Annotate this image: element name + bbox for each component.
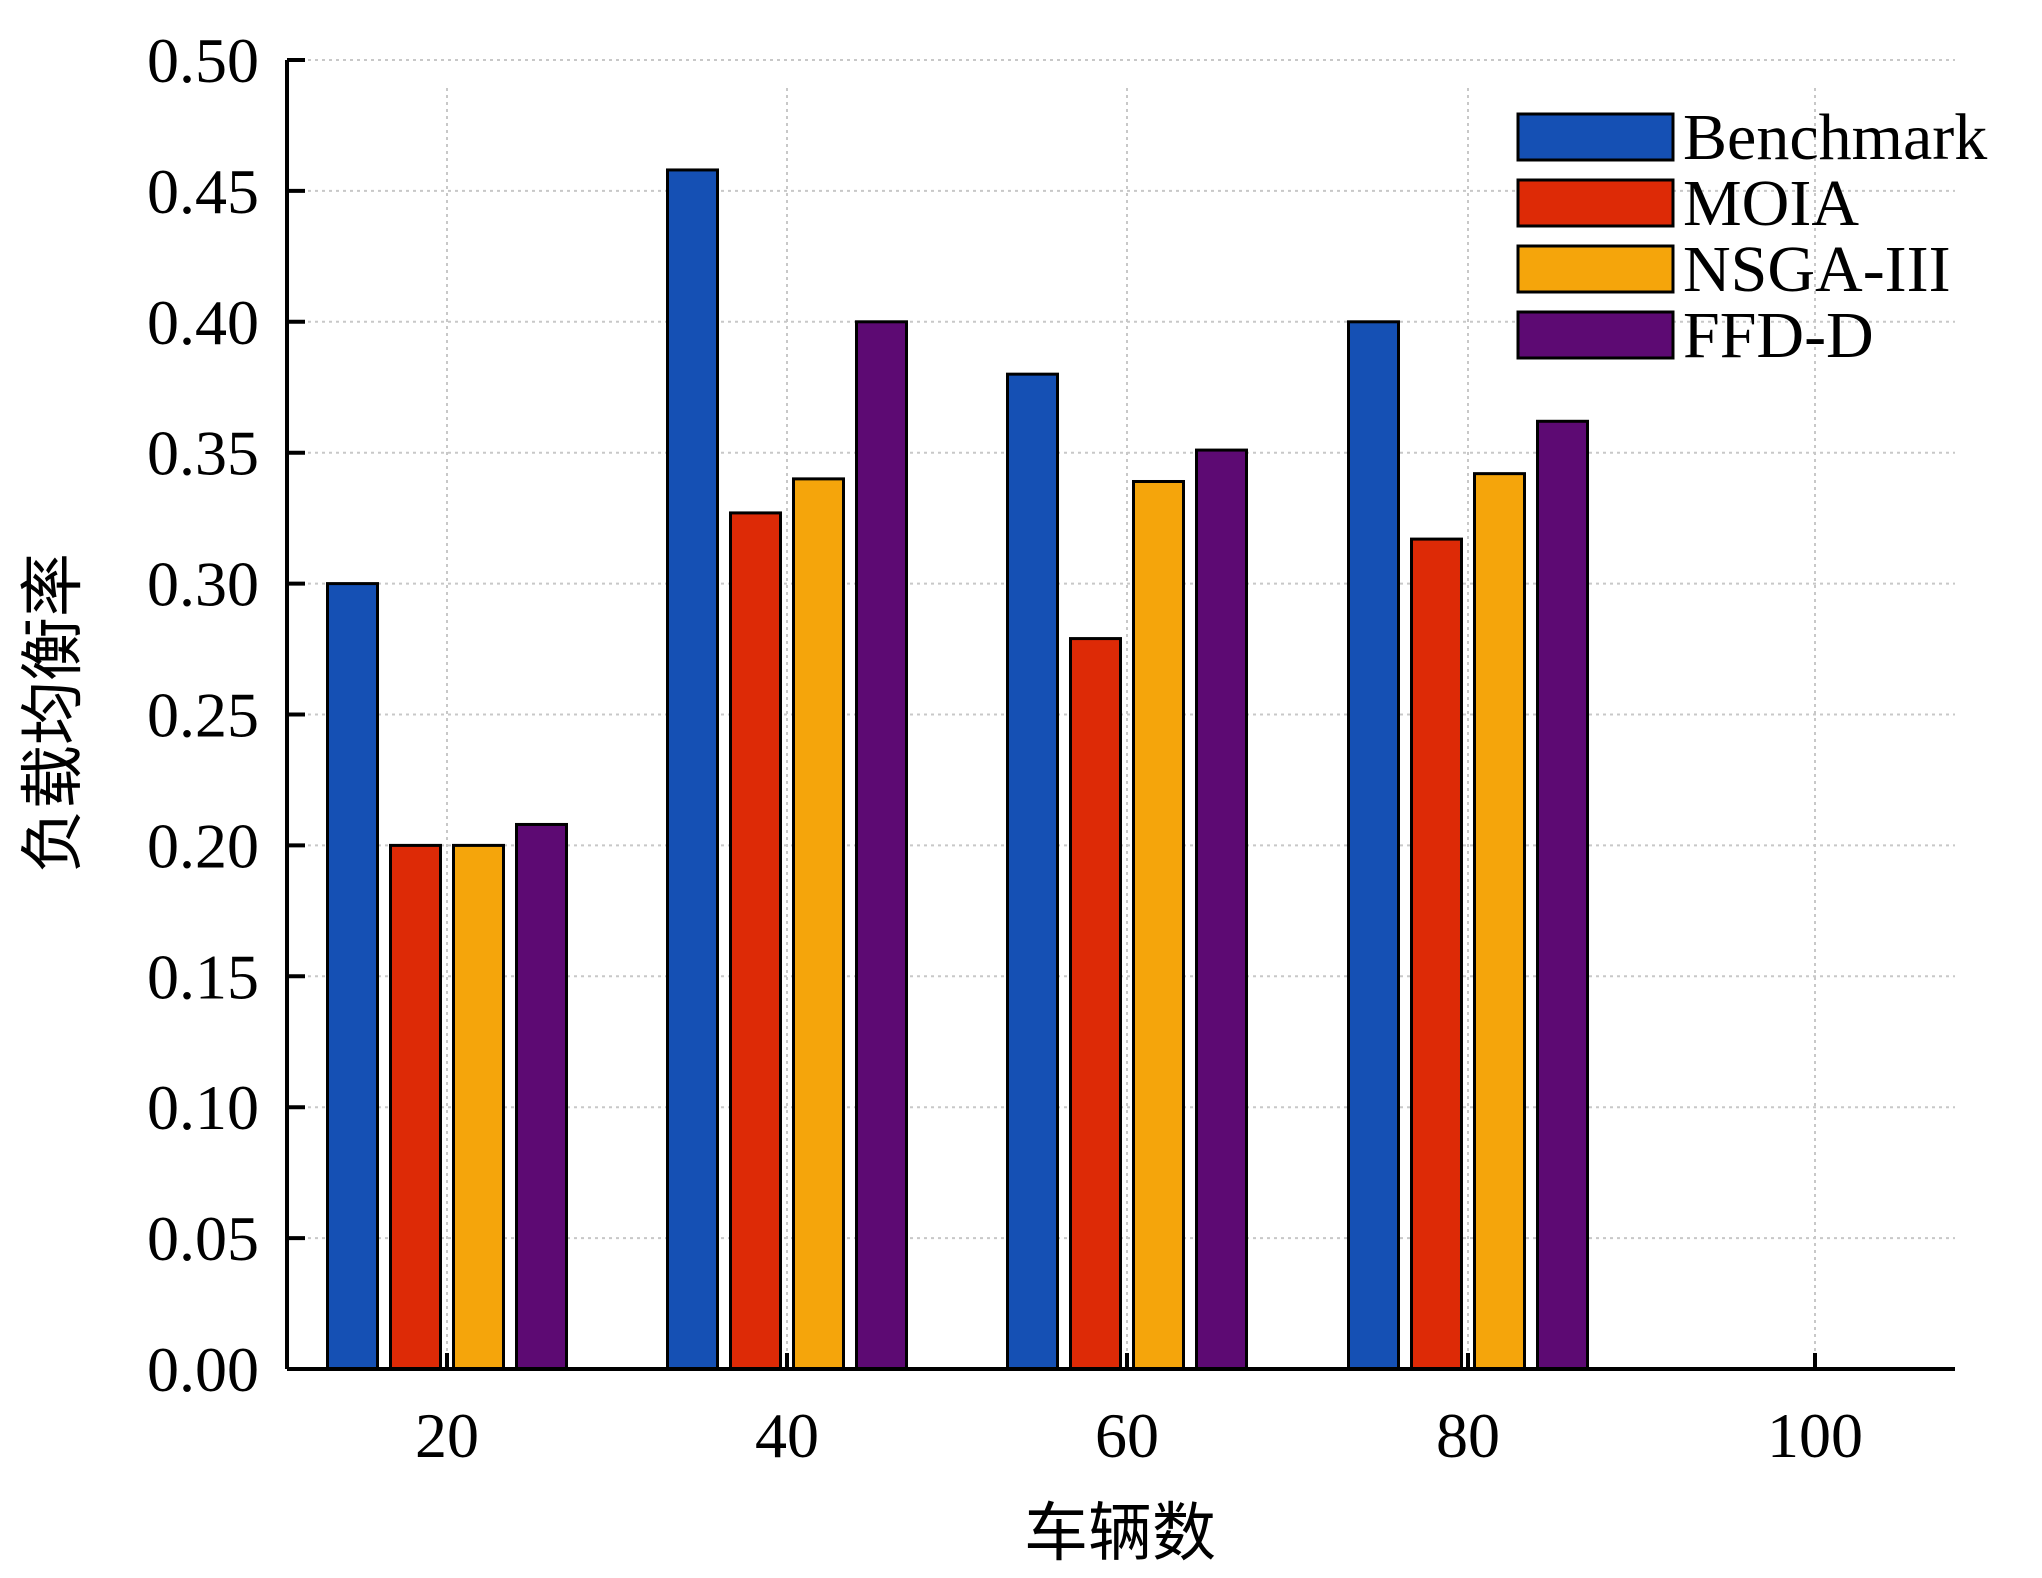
bar-benchmark-80 bbox=[1347, 320, 1400, 1371]
y-tick-label: 0.20 bbox=[147, 810, 259, 881]
y-tick-label: 0.40 bbox=[147, 287, 259, 358]
legend-swatch-moia bbox=[1516, 178, 1675, 228]
legend-label-ffd-d: FFD-D bbox=[1683, 299, 1874, 372]
bar-benchmark-60 bbox=[1006, 372, 1059, 1371]
legend-label-benchmark: Benchmark bbox=[1683, 101, 1987, 174]
bar-ffd-d-40 bbox=[855, 320, 908, 1371]
x-axis-label: 车辆数 bbox=[1024, 1497, 1216, 1571]
bars bbox=[326, 168, 1589, 1371]
y-tick-label: 0.05 bbox=[147, 1203, 259, 1274]
x-tick-labels: 20 40 60 80 100 bbox=[415, 1400, 1863, 1471]
legend-label-moia: MOIA bbox=[1683, 167, 1859, 240]
legend-label-nsga-iii: NSGA-III bbox=[1683, 233, 1951, 306]
bar-ffd-d-60 bbox=[1195, 448, 1248, 1371]
x-tick-label: 40 bbox=[755, 1400, 819, 1471]
bar-moia-40 bbox=[729, 511, 782, 1371]
bar-nsga-iii-20 bbox=[452, 843, 505, 1371]
x-tick-label: 100 bbox=[1767, 1400, 1863, 1471]
bar-nsga-iii-60 bbox=[1132, 479, 1185, 1371]
y-tick-label: 0.45 bbox=[147, 156, 259, 227]
y-axis-label: 负载均衡率 bbox=[17, 553, 91, 873]
bar-nsga-iii-80 bbox=[1473, 472, 1526, 1371]
legend-swatch-benchmark bbox=[1516, 112, 1675, 162]
bar-moia-80 bbox=[1410, 537, 1463, 1371]
y-tick-labels: 0.00 0.05 0.10 0.15 0.20 0.25 0.30 0.35 0.40 0.45… bbox=[147, 25, 259, 1405]
axes bbox=[285, 58, 1955, 1371]
x-tick-label: 20 bbox=[415, 1400, 479, 1471]
bar-ffd-d-80 bbox=[1536, 419, 1589, 1371]
bar-ffd-d-20 bbox=[515, 822, 568, 1371]
bar-benchmark-40 bbox=[666, 168, 719, 1371]
y-tick-label: 0.10 bbox=[147, 1072, 259, 1143]
y-tick-label: 0.00 bbox=[147, 1334, 259, 1405]
y-tick-label: 0.35 bbox=[147, 418, 259, 489]
y-tick-label: 0.30 bbox=[147, 549, 259, 620]
x-tick-label: 60 bbox=[1095, 1400, 1159, 1471]
legend-swatch-nsga-iii bbox=[1516, 244, 1675, 294]
bar-benchmark-20 bbox=[326, 582, 379, 1371]
y-tick-label: 0.25 bbox=[147, 680, 259, 751]
y-tick-label: 0.50 bbox=[147, 25, 259, 96]
bar-moia-60 bbox=[1069, 637, 1122, 1371]
y-tick-label: 0.15 bbox=[147, 941, 259, 1012]
bar-moia-20 bbox=[389, 843, 442, 1371]
x-tick-label: 80 bbox=[1436, 1400, 1500, 1471]
legend-swatch-ffd-d bbox=[1516, 310, 1675, 360]
bar-nsga-iii-40 bbox=[792, 477, 845, 1371]
